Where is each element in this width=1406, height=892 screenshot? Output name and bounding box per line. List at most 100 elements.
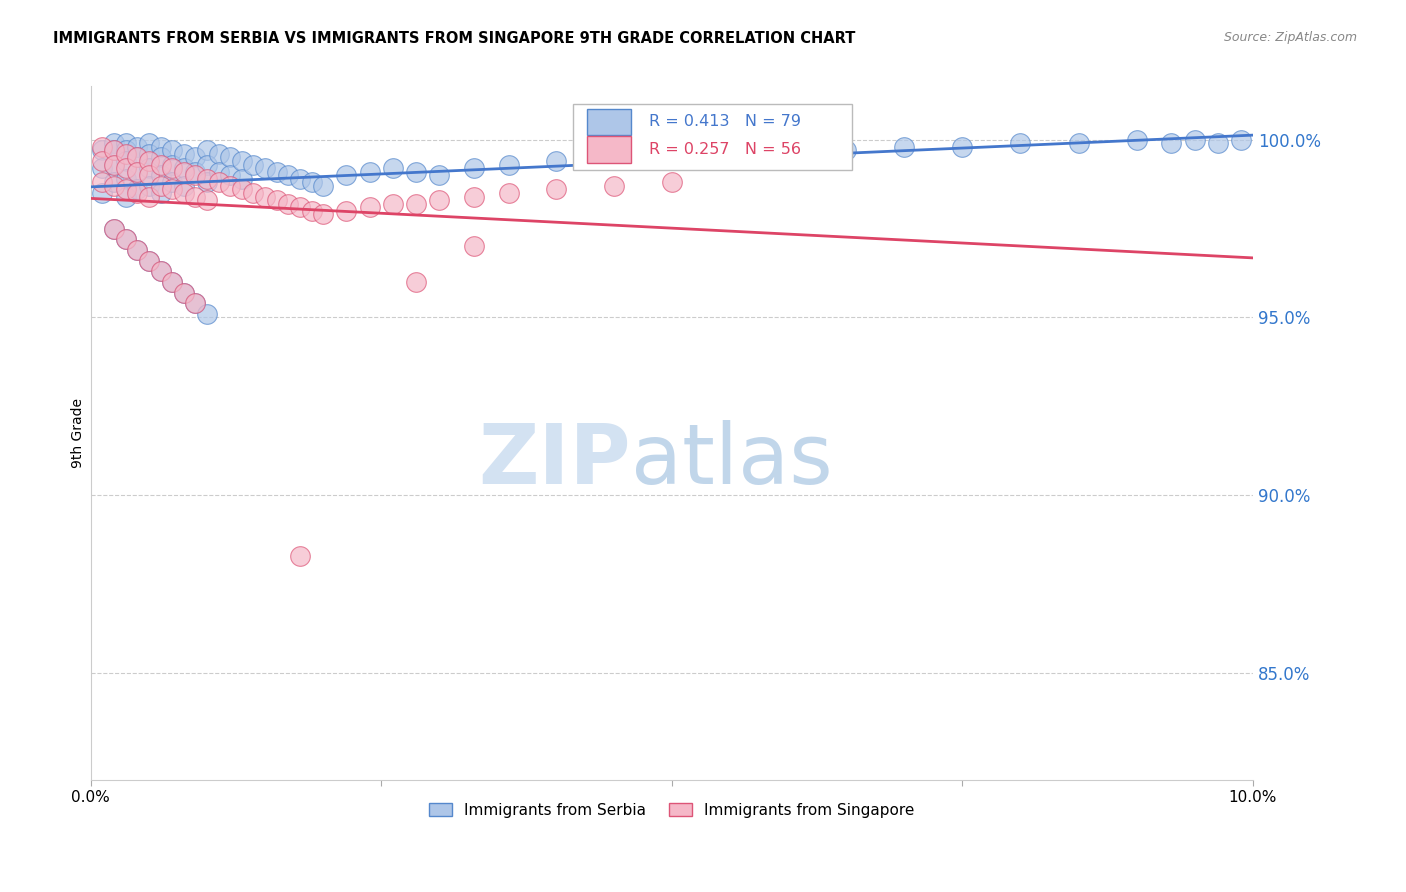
Point xyxy=(103,221,125,235)
Point xyxy=(103,144,125,158)
Point xyxy=(195,171,218,186)
Point xyxy=(1125,133,1147,147)
Point xyxy=(335,168,357,182)
Point xyxy=(127,243,149,257)
Point xyxy=(173,161,195,175)
Point xyxy=(160,175,183,189)
Point xyxy=(429,168,451,182)
Point xyxy=(91,140,114,154)
Point xyxy=(138,168,160,182)
Point xyxy=(184,296,207,310)
Point xyxy=(1067,136,1090,151)
Point xyxy=(219,178,242,193)
Point xyxy=(149,178,172,193)
Point xyxy=(359,164,381,178)
Point xyxy=(149,264,172,278)
Point xyxy=(127,182,149,196)
Point xyxy=(463,161,485,175)
Point xyxy=(103,178,125,193)
Point xyxy=(160,161,183,175)
FancyBboxPatch shape xyxy=(586,136,631,162)
Point xyxy=(207,147,229,161)
Point xyxy=(184,151,207,165)
Point xyxy=(127,151,149,165)
Point xyxy=(103,157,125,171)
Point xyxy=(266,193,288,207)
Point xyxy=(195,157,218,171)
Point xyxy=(160,144,183,158)
Point xyxy=(301,203,323,218)
Point xyxy=(312,178,335,193)
Point xyxy=(103,221,125,235)
Point xyxy=(219,151,242,165)
Point xyxy=(381,196,404,211)
Point xyxy=(173,285,195,300)
Point xyxy=(149,186,172,200)
Point xyxy=(114,144,136,158)
Point xyxy=(266,164,288,178)
Point xyxy=(1184,133,1206,147)
Point xyxy=(195,175,218,189)
Text: R = 0.413   N = 79: R = 0.413 N = 79 xyxy=(648,114,800,129)
Point xyxy=(103,136,125,151)
Point xyxy=(114,232,136,246)
Point xyxy=(160,157,183,171)
Point xyxy=(661,147,683,161)
Point xyxy=(127,140,149,154)
Point xyxy=(127,164,149,178)
Point xyxy=(149,151,172,165)
Point xyxy=(207,175,229,189)
Point xyxy=(138,253,160,268)
Point xyxy=(173,285,195,300)
Point xyxy=(103,175,125,189)
Point xyxy=(463,189,485,203)
Point xyxy=(173,147,195,161)
Point xyxy=(91,175,114,189)
Point xyxy=(288,200,311,214)
Point xyxy=(718,144,741,158)
Point xyxy=(127,243,149,257)
Point xyxy=(114,136,136,151)
Point xyxy=(1206,136,1229,151)
Point xyxy=(138,136,160,151)
Point xyxy=(184,296,207,310)
Point xyxy=(277,168,299,182)
Point xyxy=(184,189,207,203)
Point xyxy=(195,144,218,158)
FancyBboxPatch shape xyxy=(574,103,852,169)
Point xyxy=(91,154,114,169)
Point xyxy=(91,161,114,175)
Point xyxy=(405,275,427,289)
Point xyxy=(776,144,799,158)
FancyBboxPatch shape xyxy=(586,109,631,135)
Point xyxy=(114,232,136,246)
Point xyxy=(1010,136,1032,151)
Point xyxy=(544,154,567,169)
Point xyxy=(138,189,160,203)
Point xyxy=(242,186,264,200)
Point xyxy=(301,175,323,189)
Legend: Immigrants from Serbia, Immigrants from Singapore: Immigrants from Serbia, Immigrants from … xyxy=(423,797,921,824)
Point xyxy=(312,207,335,221)
Text: atlas: atlas xyxy=(631,420,832,501)
Point xyxy=(498,186,520,200)
Point xyxy=(149,157,172,171)
Text: R = 0.257   N = 56: R = 0.257 N = 56 xyxy=(648,142,800,157)
Point xyxy=(950,140,973,154)
Point xyxy=(231,154,253,169)
Point xyxy=(91,186,114,200)
Point xyxy=(254,189,277,203)
Point xyxy=(242,157,264,171)
Point xyxy=(231,182,253,196)
Point xyxy=(277,196,299,211)
Point xyxy=(114,189,136,203)
Point xyxy=(335,203,357,218)
Point xyxy=(114,154,136,169)
Point xyxy=(405,196,427,211)
Point xyxy=(429,193,451,207)
Point xyxy=(288,171,311,186)
Point xyxy=(138,161,160,175)
Point xyxy=(835,144,858,158)
Point xyxy=(184,168,207,182)
Point xyxy=(103,157,125,171)
